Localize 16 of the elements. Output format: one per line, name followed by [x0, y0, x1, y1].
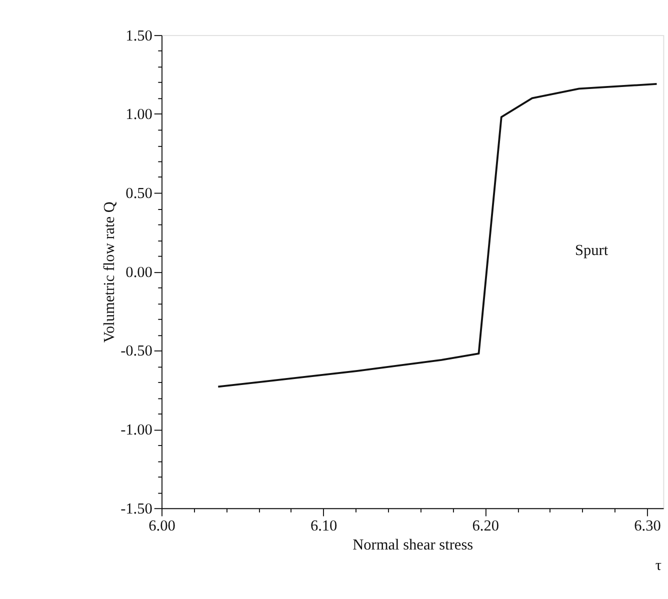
- line-series: [217, 83, 658, 388]
- y-tick-label: 1.00: [126, 106, 153, 124]
- x-tick-label: 6.00: [148, 518, 176, 535]
- y-axis-title: Volumetric flow rate Q: [100, 202, 118, 343]
- x-tick-label: 6.30: [634, 518, 662, 535]
- y-tick-label: 0.50: [126, 185, 153, 202]
- y-tick-label: -1.00: [120, 422, 153, 439]
- x-tick-label: 6.10: [310, 518, 338, 535]
- y-tick-label: 1.50: [126, 27, 153, 44]
- x-tick-label: 6.20: [472, 518, 500, 535]
- y-tick-label: -0.50: [120, 342, 153, 360]
- y-tick-label: -1.50: [120, 500, 153, 518]
- y-tick-label: 0.00: [126, 264, 153, 281]
- annotation: Spurt: [574, 242, 609, 259]
- x-axis-title: Normal shear stress: [352, 536, 474, 554]
- text: τ: [655, 557, 662, 574]
